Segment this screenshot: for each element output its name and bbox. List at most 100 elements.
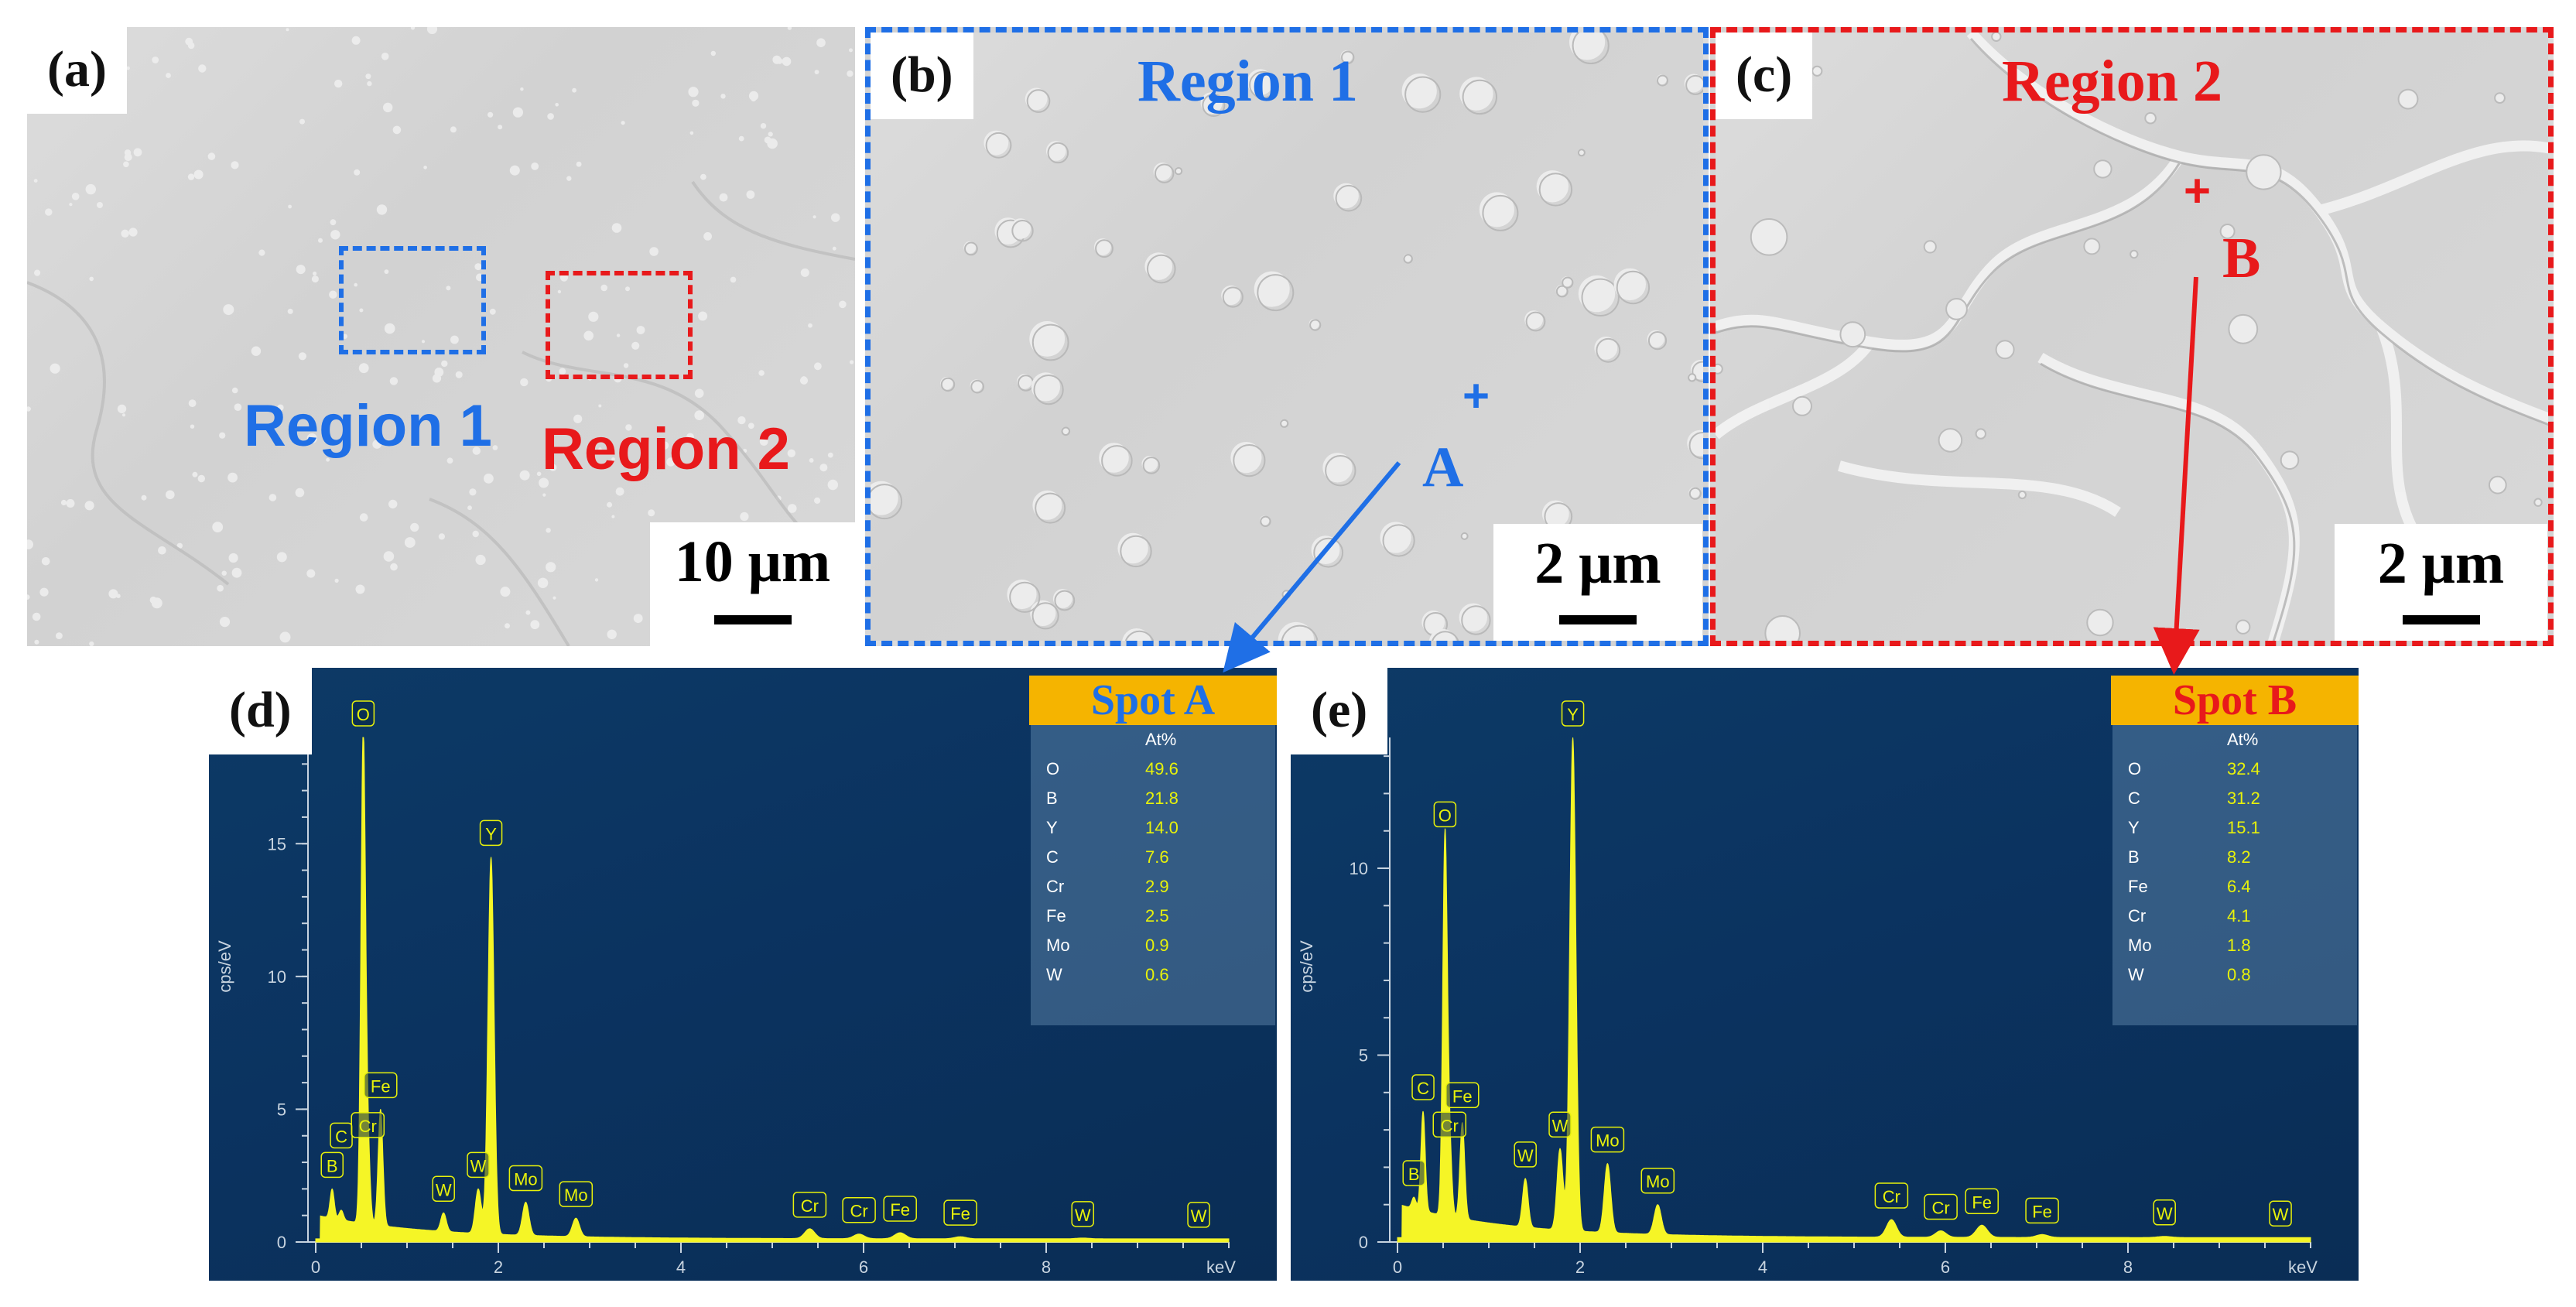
sem-particle (512, 107, 524, 118)
svg-text:Cr: Cr (1883, 1187, 1900, 1206)
sem-particle (207, 152, 216, 160)
element-value: 15.1 (2227, 818, 2260, 837)
sem-particle (1094, 238, 1114, 258)
table-row: W 0.6 (1046, 965, 1263, 994)
sem-particle (2488, 475, 2507, 494)
sem-particle (1153, 163, 1175, 183)
sem-particle (1656, 74, 1668, 87)
element-name: Mo (1046, 936, 1070, 955)
sem-particle (1230, 442, 1266, 477)
sem-particle (621, 121, 625, 125)
sem-particle (1029, 321, 1069, 361)
sem-particle (258, 249, 265, 256)
svg-text:C: C (1417, 1079, 1429, 1098)
table-row: B 8.2 (2128, 847, 2345, 877)
scale-label-b: 2 μm (1534, 531, 1661, 596)
sem-particle (1923, 240, 1937, 254)
sem-particle (359, 513, 368, 522)
peak-label: Y (1561, 700, 1585, 727)
peak-label: Mo (559, 1181, 594, 1207)
peak-label: Fe (2025, 1197, 2059, 1224)
sem-particle (689, 131, 694, 135)
peak-label: Fe (943, 1199, 977, 1226)
composition-table-d: At% O 49.6 B 21.8 Y 14.0 C 7.6 Cr 2.9 Fe 2.5 Mo 0.9 W 0… (1031, 725, 1275, 1025)
sem-particle (2219, 224, 2236, 239)
sem-particle (475, 554, 486, 566)
sem-particle (1254, 271, 1295, 312)
peak-label: W (1071, 1201, 1094, 1227)
sem-particle (611, 223, 622, 233)
peak-label: Y (479, 819, 503, 847)
table-row: Y 15.1 (2128, 818, 2345, 847)
element-value: 0.9 (1145, 936, 1169, 955)
sem-particle (1479, 192, 1519, 231)
peak-label: W (1187, 1202, 1210, 1228)
svg-text:Y: Y (1567, 705, 1579, 724)
sem-particle (384, 323, 395, 334)
table-row: Fe 2.5 (1046, 906, 1263, 936)
sem-particle (1459, 603, 1491, 635)
element-value: 7.6 (1145, 847, 1169, 867)
sem-particle (365, 74, 371, 80)
sem-particle (1333, 183, 1363, 212)
sem-particle (546, 528, 551, 533)
sem-particle (231, 387, 238, 394)
sem-particle (185, 37, 193, 46)
sem-particle (472, 530, 479, 538)
sem-particle (151, 597, 162, 609)
sem-particle (1025, 87, 1051, 113)
sem-particle (615, 487, 624, 496)
sem-particle (625, 424, 632, 431)
svg-text:W: W (470, 1156, 487, 1175)
y-tick-label: 0 (277, 1233, 286, 1252)
spectrum-curve (1397, 737, 2311, 1243)
region1-label-a: Region 1 (244, 393, 492, 459)
sem-particle (1280, 419, 1289, 428)
sem-particle (588, 311, 599, 322)
region2-label-a: Region 2 (542, 416, 790, 482)
sem-particle (552, 596, 556, 600)
sem-particle (2246, 154, 2282, 190)
svg-text:W: W (1075, 1206, 1091, 1225)
svg-text:Y: Y (485, 824, 497, 843)
sem-particle (1536, 170, 1573, 207)
sem-particle (531, 163, 539, 170)
x-tick-label: 0 (311, 1257, 320, 1277)
sem-particle (287, 308, 293, 314)
sem-texture-a (27, 27, 855, 646)
sem-particle (1099, 443, 1133, 477)
sem-particle (1322, 453, 1356, 487)
peak-label: Fe (1445, 1082, 1480, 1109)
sem-particle (410, 27, 416, 30)
sem-particle (277, 404, 284, 411)
sem-particle (384, 269, 389, 274)
sem-particle (66, 499, 75, 508)
table-row: Y 14.0 (1046, 818, 1263, 847)
sem-particle (2017, 490, 2027, 500)
sem-particle (231, 161, 239, 169)
sem-panel-b: (b) Region 1 + A 2 μm (865, 27, 1709, 646)
element-name: O (1046, 759, 1060, 778)
sem-particle (426, 27, 438, 34)
sem-particle (133, 148, 142, 157)
peak-label: Fe (364, 1072, 398, 1099)
sem-particle (1340, 50, 1355, 64)
sem-particle (759, 437, 768, 446)
sem-particle (1052, 589, 1076, 611)
sem-particle (648, 509, 655, 517)
sem-particle (827, 479, 839, 491)
sem-particle (190, 424, 195, 429)
sem-particle (546, 562, 556, 573)
svg-text:Cr: Cr (1441, 1116, 1459, 1135)
element-name: W (1046, 965, 1062, 984)
x-tick-label: 4 (1758, 1257, 1767, 1277)
sem-particle (469, 488, 477, 496)
sem-particle (1561, 276, 1574, 289)
sem-particle (537, 577, 549, 588)
sem-particle (295, 488, 305, 498)
table-row: Fe 6.4 (2128, 877, 2345, 906)
peak-label: C (1411, 1074, 1435, 1100)
spot-b-title: Spot B (2111, 676, 2359, 725)
panel-tag-d: (d) (209, 668, 312, 754)
sem-particle (1792, 395, 1812, 416)
